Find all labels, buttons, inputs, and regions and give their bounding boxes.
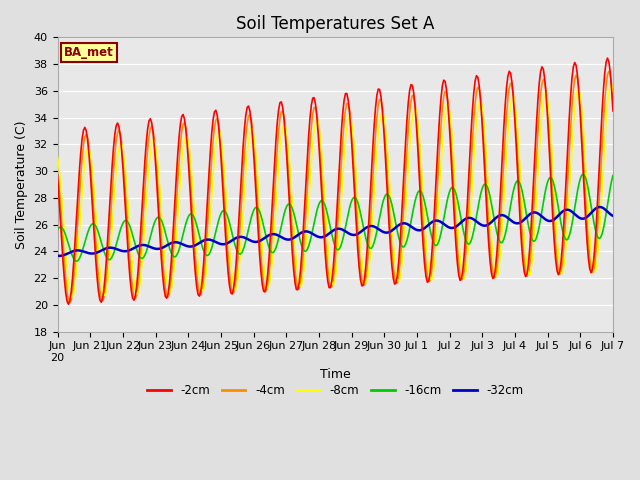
X-axis label: Time: Time: [320, 369, 351, 382]
Line: -2cm: -2cm: [58, 58, 613, 304]
Line: -4cm: -4cm: [58, 71, 613, 303]
-4cm: [461, 253, 469, 259]
-8cm: [608, 82, 616, 88]
-16cm: [364, 240, 371, 246]
-4cm: [364, 263, 371, 268]
-8cm: [554, 251, 562, 256]
-16cm: [609, 173, 617, 179]
Text: BA_met: BA_met: [64, 46, 114, 59]
-16cm: [461, 237, 469, 242]
-32cm: [55, 253, 63, 259]
-16cm: [554, 205, 562, 211]
Title: Soil Temperatures Set A: Soil Temperatures Set A: [236, 15, 435, 33]
-4cm: [66, 300, 74, 306]
-16cm: [54, 227, 61, 232]
-8cm: [445, 105, 453, 111]
-32cm: [445, 225, 453, 230]
-8cm: [221, 183, 229, 189]
-16cm: [579, 171, 587, 177]
-2cm: [554, 272, 562, 277]
-2cm: [364, 244, 371, 250]
Legend: -2cm, -4cm, -8cm, -16cm, -32cm: -2cm, -4cm, -8cm, -16cm, -32cm: [143, 380, 528, 402]
-32cm: [364, 224, 371, 230]
-8cm: [241, 189, 248, 194]
-32cm: [595, 204, 603, 210]
Y-axis label: Soil Temperature (C): Soil Temperature (C): [15, 120, 28, 249]
-32cm: [554, 213, 562, 218]
-4cm: [54, 159, 61, 165]
-2cm: [54, 171, 61, 177]
-4cm: [241, 150, 248, 156]
-8cm: [364, 277, 371, 283]
-2cm: [609, 108, 617, 114]
-4cm: [609, 97, 617, 103]
-4cm: [605, 68, 612, 74]
-16cm: [73, 258, 81, 264]
-4cm: [221, 210, 229, 216]
-32cm: [461, 216, 469, 222]
-32cm: [241, 235, 248, 240]
-16cm: [445, 190, 453, 195]
Line: -32cm: -32cm: [58, 207, 613, 256]
-32cm: [54, 253, 61, 259]
-8cm: [609, 88, 617, 94]
-8cm: [67, 294, 75, 300]
-2cm: [65, 301, 72, 307]
-4cm: [445, 110, 453, 116]
-2cm: [604, 55, 611, 61]
-16cm: [221, 209, 229, 215]
Line: -8cm: -8cm: [58, 85, 613, 297]
-8cm: [54, 154, 61, 159]
-16cm: [241, 243, 248, 249]
-2cm: [461, 232, 469, 238]
-32cm: [609, 213, 617, 219]
-8cm: [461, 271, 469, 277]
-4cm: [554, 268, 562, 274]
-2cm: [221, 230, 229, 236]
-2cm: [445, 120, 453, 126]
-32cm: [221, 241, 229, 247]
-2cm: [241, 125, 248, 131]
Line: -16cm: -16cm: [58, 174, 613, 261]
